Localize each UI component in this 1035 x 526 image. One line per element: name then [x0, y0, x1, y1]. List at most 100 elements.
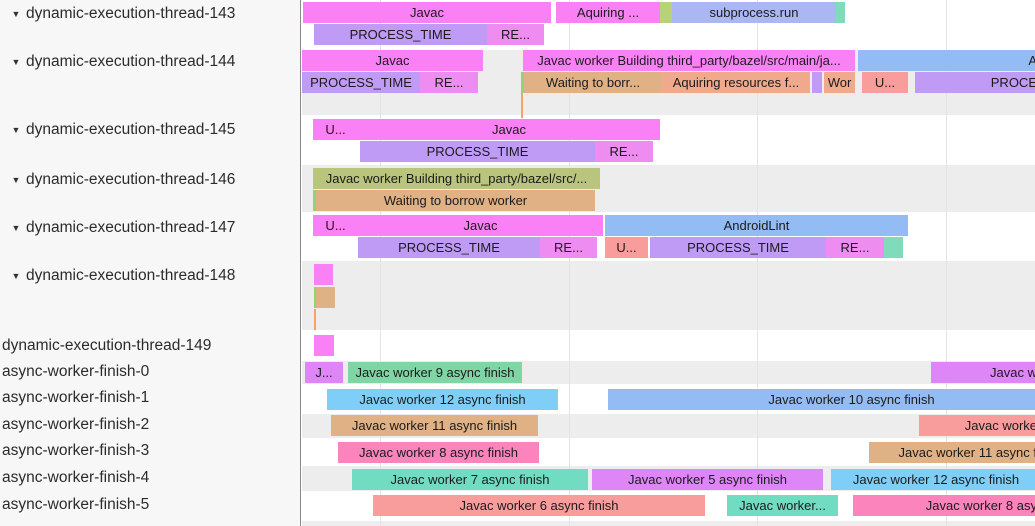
trace-slice[interactable]: AndroidLint	[605, 215, 908, 236]
trace-slice[interactable]: RE...	[826, 237, 884, 258]
trace-slice[interactable]	[521, 72, 524, 93]
track-label-row[interactable]: async-worker-finish-1	[0, 387, 302, 409]
trace-slice[interactable]: Waiting to borr...	[524, 72, 662, 93]
trace-slice[interactable]: Javac	[358, 215, 603, 236]
trace-slice-label: U...	[616, 240, 637, 255]
trace-slice[interactable]: Javac	[358, 119, 660, 140]
collapse-arrow-icon[interactable]: ▼	[11, 223, 21, 233]
time-gridline	[946, 0, 947, 526]
trace-slice-label: Javac worker 9 async finish	[355, 365, 515, 380]
timeline-area[interactable]: Javac Aquiring ... subprocess.run PROCESS_T…	[302, 0, 1035, 526]
collapse-arrow-icon[interactable]: ▼	[11, 125, 21, 135]
collapse-arrow-icon[interactable]: ▼	[11, 271, 21, 281]
trace-slice-label: Wor	[827, 75, 852, 90]
trace-slice-label: RE...	[501, 27, 530, 42]
track-label-row[interactable]: ▼ dynamic-execution-thread-143	[0, 3, 300, 25]
trace-slice[interactable]: Javac worker Building third_party/bazel/…	[523, 50, 855, 71]
trace-slice[interactable]: Javac worke	[919, 415, 1035, 436]
trace-slice[interactable]: Javac worker 10 async finish	[608, 389, 1035, 410]
trace-slice-label: U...	[874, 75, 896, 90]
trace-slice[interactable]: Javac	[302, 50, 483, 71]
trace-slice[interactable]	[812, 72, 822, 93]
track-label-row[interactable]: ▼ dynamic-execution-thread-148	[0, 265, 300, 287]
trace-slice[interactable]: U...	[605, 237, 648, 258]
trace-slice[interactable]: PROCE	[915, 72, 1035, 93]
trace-slice[interactable]: PROCESS_TIME	[360, 141, 595, 162]
trace-slice-label: PROCESS_TIME	[398, 240, 500, 255]
trace-slice[interactable]	[660, 2, 672, 23]
trace-slice[interactable]: Javac worker 6 async finish	[373, 495, 705, 516]
trace-slice[interactable]: PROCESS_TIME	[302, 72, 420, 93]
trace-slice[interactable]: U...	[313, 119, 358, 140]
track-label: dynamic-execution-thread-147	[26, 219, 236, 236]
trace-slice[interactable]: Javac worker 11 async f	[869, 442, 1035, 463]
trace-slice-label: PROCESS_TIME	[426, 144, 529, 159]
collapse-arrow-icon[interactable]: ▼	[11, 9, 21, 19]
trace-slice[interactable]: Javac worker 5 async finish	[592, 469, 823, 490]
trace-slice-label: subprocess.run	[709, 5, 799, 20]
trace-slice[interactable]: Javac worker 8 async finish	[338, 442, 539, 463]
trace-slice[interactable]: Aquiring resources f...	[662, 72, 810, 93]
trace-slice-label: Javac worker 11 async finish	[351, 418, 518, 433]
trace-slice[interactable]: Javac	[303, 2, 551, 23]
track-label-row[interactable]: async-worker-finish-2	[0, 414, 302, 436]
trace-slice[interactable]: Javac worker 12 async finish	[831, 469, 1035, 490]
trace-slice[interactable]: Javac worker 12 async finish	[327, 389, 558, 410]
track-label-row[interactable]: async-worker-finish-0	[0, 361, 302, 383]
trace-slice[interactable]	[836, 2, 845, 23]
track-label-row[interactable]: ▼ dynamic-execution-thread-144	[0, 51, 300, 73]
trace-slice[interactable]: RE...	[540, 237, 597, 258]
trace-slice[interactable]	[314, 264, 333, 285]
trace-slice-label: Javac	[410, 5, 444, 20]
trace-slice[interactable]: Javac worker 8 asy	[853, 495, 1035, 516]
trace-slice-label: Javac worker 12 async finish	[359, 392, 526, 407]
trace-slice-label: RE...	[554, 240, 583, 255]
trace-slice[interactable]: Waiting to borrow worker	[316, 190, 595, 211]
trace-slice[interactable]	[313, 190, 316, 211]
trace-slice[interactable]: Javac worker 11 async finish	[331, 415, 538, 436]
time-gridline	[380, 0, 381, 526]
trace-slice[interactable]: Javac worker 9 async finish	[348, 362, 522, 383]
trace-slice[interactable]: Javac worker...	[727, 495, 838, 516]
track-label-row[interactable]: ▼ dynamic-execution-thread-146	[0, 169, 300, 191]
trace-slice[interactable]: RE...	[595, 141, 653, 162]
trace-slice[interactable]	[884, 237, 903, 258]
track-label: async-worker-finish-3	[2, 442, 150, 459]
trace-slice-label: Javac worker 10 async finish	[768, 392, 935, 407]
trace-slice-label: Javac worker 11 async f	[898, 445, 1035, 460]
trace-slice[interactable]: J...	[305, 362, 343, 383]
trace-slice[interactable]: Javac worker 7 async finish	[352, 469, 588, 490]
trace-slice-label: RE...	[840, 240, 870, 255]
trace-slice-label: Javac worker 6 async finish	[459, 498, 619, 513]
collapse-arrow-icon[interactable]: ▼	[11, 175, 21, 185]
track-label-row[interactable]: ▼ dynamic-execution-thread-147	[0, 217, 300, 239]
trace-slice[interactable]: RE...	[420, 72, 478, 93]
trace-slice[interactable]: Wor	[824, 72, 855, 93]
track-label-row[interactable]: dynamic-execution-thread-149	[0, 335, 302, 357]
trace-slice[interactable]	[316, 287, 335, 308]
trace-slice[interactable]	[314, 287, 316, 308]
track-label-row[interactable]: async-worker-finish-4	[0, 467, 302, 489]
track-label-row[interactable]: async-worker-finish-5	[0, 494, 302, 516]
trace-slice[interactable]: A	[858, 50, 1035, 71]
trace-slice[interactable]: PROCESS_TIME	[358, 237, 540, 258]
trace-slice[interactable]: RE...	[487, 24, 544, 45]
trace-slice[interactable]: U...	[313, 215, 358, 236]
collapse-arrow-icon[interactable]: ▼	[11, 57, 21, 67]
track-label-row[interactable]: ▼ dynamic-execution-thread-145	[0, 119, 300, 141]
trace-slice-label: AndroidLint	[723, 218, 790, 233]
trace-slice[interactable]	[314, 335, 334, 356]
trace-slice[interactable]: U...	[862, 72, 908, 93]
trace-slice-label: Javac w	[990, 365, 1035, 380]
trace-slice-label: A	[1028, 53, 1035, 68]
trace-slice[interactable]: PROCESS_TIME	[314, 24, 487, 45]
track-label-row[interactable]: async-worker-finish-3	[0, 440, 302, 462]
trace-slice-label: Waiting to borrow worker	[383, 193, 528, 208]
trace-slice[interactable]: PROCESS_TIME	[650, 237, 826, 258]
trace-slice[interactable]: Javac worker Building third_party/bazel/…	[313, 168, 600, 189]
trace-slice[interactable]: Aquiring ...	[556, 2, 660, 23]
trace-slice[interactable]: subprocess.run	[672, 2, 836, 23]
trace-slice[interactable]: Javac w	[931, 362, 1035, 383]
trace-slice-label: Waiting to borr...	[545, 75, 641, 90]
